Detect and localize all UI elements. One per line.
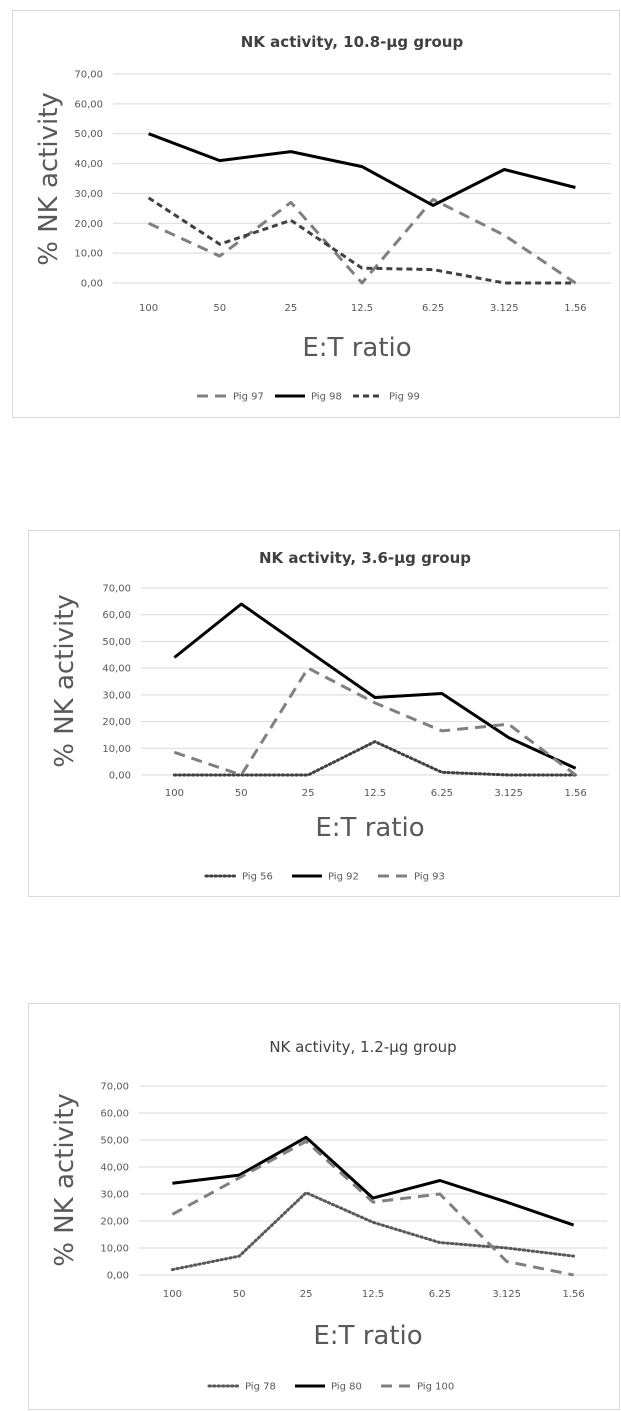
x-tick-label: 25 bbox=[284, 303, 297, 314]
x-tick-label: 1.56 bbox=[564, 788, 586, 799]
series-line-pig-97 bbox=[147, 197, 577, 285]
y-tick-label: 70,00 bbox=[102, 584, 131, 595]
x-tick-label: 12.5 bbox=[351, 303, 373, 314]
y-tick-label: 20,00 bbox=[74, 219, 103, 230]
legend-label: Pig 98 bbox=[311, 392, 342, 403]
chart-10-8ug-group: NK activity, 10.8-µg group 0,00 10,00 20,00… bbox=[12, 10, 620, 418]
legend-label: Pig 100 bbox=[417, 1382, 454, 1393]
x-axis-label: E:T ratio bbox=[313, 1321, 422, 1351]
y-tick-label: 20,00 bbox=[102, 717, 131, 728]
series-line-pig-56 bbox=[172, 740, 578, 777]
x-tick-label: 3.125 bbox=[494, 788, 523, 799]
y-tick-label: 10,00 bbox=[102, 744, 131, 755]
x-tick-label: 6.25 bbox=[422, 303, 444, 314]
y-tick-label: 50,00 bbox=[74, 129, 103, 140]
chart-svg-10-8ug: NK activity, 10.8-µg group 0,00 10,00 20,00… bbox=[34, 33, 611, 403]
series-line-pig-93 bbox=[173, 666, 577, 777]
y-tick-label: 70,00 bbox=[100, 1082, 129, 1093]
y-axis-label: % NK activity bbox=[50, 594, 80, 768]
x-tick-label: 50 bbox=[213, 303, 226, 314]
y-tick-label: 10,00 bbox=[100, 1244, 129, 1255]
y-axis-label: % NK activity bbox=[50, 1093, 80, 1267]
legend-label: Pig 80 bbox=[331, 1382, 362, 1393]
x-tick-label: 3.125 bbox=[492, 1289, 521, 1300]
y-tick-label: 60,00 bbox=[74, 99, 103, 110]
legend-label: Pig 93 bbox=[414, 872, 445, 883]
y-tick-label: 50,00 bbox=[100, 1136, 129, 1147]
y-tick-label: 40,00 bbox=[102, 664, 131, 675]
legend-label: Pig 56 bbox=[242, 872, 273, 883]
y-tick-label: 0,00 bbox=[109, 771, 131, 782]
x-tick-label: 50 bbox=[233, 1289, 246, 1300]
y-tick-label: 40,00 bbox=[100, 1163, 129, 1174]
y-tick-label: 70,00 bbox=[74, 70, 103, 81]
chart-title: NK activity, 1.2-µg group bbox=[269, 1038, 456, 1056]
y-axis-label: % NK activity bbox=[34, 92, 64, 266]
y-tick-label: 30,00 bbox=[102, 690, 131, 701]
series-line-pig-92 bbox=[173, 602, 577, 770]
x-tick-label: 100 bbox=[139, 303, 158, 314]
x-tick-label: 1.56 bbox=[564, 303, 586, 314]
y-tick-label: 40,00 bbox=[74, 159, 103, 170]
y-tick-label: 60,00 bbox=[102, 610, 131, 621]
chart-title: NK activity, 3.6-µg group bbox=[259, 549, 471, 567]
x-tick-label: 6.25 bbox=[431, 788, 453, 799]
series-line-pig-80 bbox=[172, 1135, 575, 1227]
series-line-pig-100 bbox=[171, 1139, 574, 1277]
chart-svg-3-6ug: NK activity, 3.6-µg group 0,00 10,00 20,00 3… bbox=[50, 549, 609, 883]
x-tick-label: 12.5 bbox=[362, 1289, 384, 1300]
y-tick-label: 20,00 bbox=[100, 1217, 129, 1228]
series-line-pig-99 bbox=[147, 196, 576, 285]
chart-title: NK activity, 10.8-µg group bbox=[241, 33, 464, 51]
legend-label: Pig 97 bbox=[233, 392, 264, 403]
y-tick-label: 30,00 bbox=[100, 1190, 129, 1201]
y-tick-label: 60,00 bbox=[100, 1109, 129, 1120]
legend-label: Pig 78 bbox=[245, 1382, 276, 1393]
x-tick-label: 100 bbox=[165, 788, 184, 799]
y-tick-label: 50,00 bbox=[102, 637, 131, 648]
x-tick-label: 6.25 bbox=[429, 1289, 451, 1300]
legend-label: Pig 99 bbox=[389, 392, 420, 403]
x-axis-label: E:T ratio bbox=[302, 333, 411, 363]
y-tick-label: 0,00 bbox=[81, 279, 103, 290]
series-line-pig-98 bbox=[148, 132, 576, 207]
chart-svg-1-2ug: NK activity, 1.2-µg group 0,00 10,00 20,00 3… bbox=[50, 1038, 607, 1393]
x-tick-label: 12.5 bbox=[364, 788, 386, 799]
x-axis-label: E:T ratio bbox=[315, 813, 424, 843]
series-line-pig-78 bbox=[170, 1191, 576, 1272]
chart-3-6ug-group: NK activity, 3.6-µg group 0,00 10,00 20,00 3… bbox=[28, 530, 620, 897]
x-tick-label: 100 bbox=[163, 1289, 182, 1300]
x-tick-label: 25 bbox=[300, 1289, 313, 1300]
x-tick-label: 25 bbox=[302, 788, 315, 799]
y-tick-label: 30,00 bbox=[74, 189, 103, 200]
x-tick-label: 1.56 bbox=[562, 1289, 584, 1300]
x-tick-label: 3.125 bbox=[490, 303, 519, 314]
y-tick-label: 0,00 bbox=[107, 1271, 129, 1282]
x-tick-label: 50 bbox=[235, 788, 248, 799]
y-tick-label: 10,00 bbox=[74, 249, 103, 260]
legend-label: Pig 92 bbox=[328, 872, 359, 883]
chart-1-2ug-group: NK activity, 1.2-µg group 0,00 10,00 20,00 3… bbox=[28, 1003, 620, 1410]
